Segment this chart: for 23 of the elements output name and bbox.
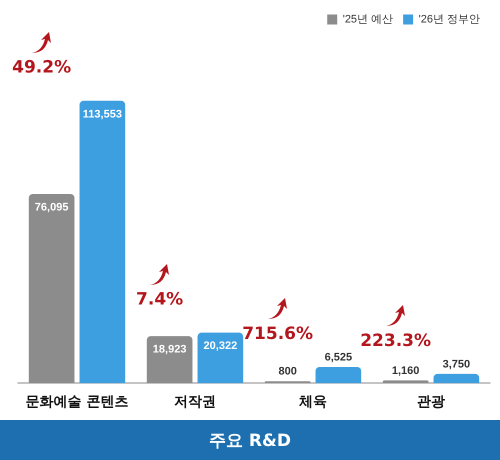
x-tick-label: 저작권 [174, 394, 216, 410]
text: 49.2% [12, 58, 72, 78]
annotation: 7.4% [136, 290, 184, 310]
data-label: 113,553 [82, 108, 122, 120]
x-tick-label: 문화예술 콘텐츠 [26, 394, 128, 410]
legend-label: '25년 예산 [342, 14, 394, 26]
data-label: 3,750 [442, 358, 470, 370]
text: 주요 R&D [0, 420, 500, 460]
x-tick-label: 체육 [298, 394, 327, 410]
data-label: 76,095 [34, 201, 68, 214]
data-label: 1,160 [392, 364, 420, 377]
bar [80, 100, 126, 384]
bar [316, 366, 362, 384]
legend-label: '26년 정부안 [418, 14, 480, 26]
data-label: 20,322 [204, 340, 238, 352]
data-label: 800 [278, 366, 297, 378]
data-label: 18,923 [152, 344, 186, 356]
x-tick-label: 관광 [417, 394, 445, 410]
bar [434, 374, 480, 384]
bar [198, 332, 244, 384]
annotation: 715.6% [242, 324, 314, 344]
annotation: 223.3% [360, 330, 432, 351]
data-label: 6,525 [324, 352, 352, 364]
